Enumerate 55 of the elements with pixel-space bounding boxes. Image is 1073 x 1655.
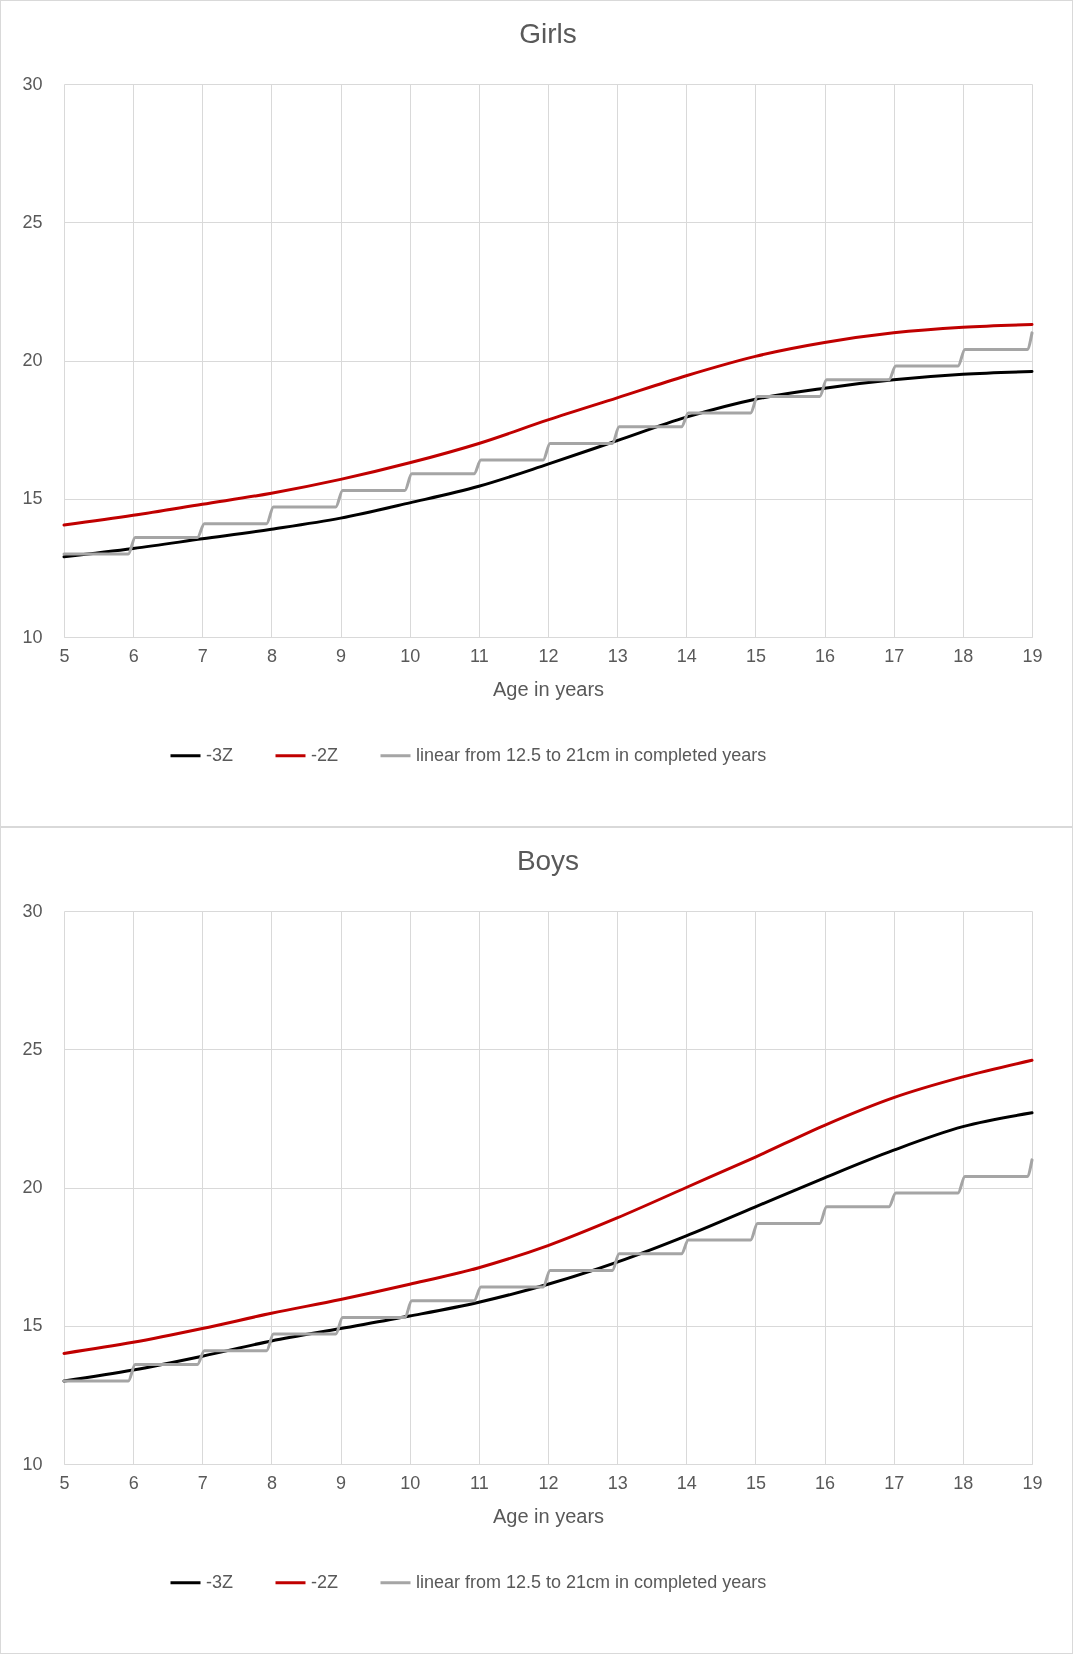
x-tick-label: 7	[197, 645, 208, 666]
x-axis-title: Age in years	[492, 677, 605, 700]
x-tick-label: 7	[197, 1472, 208, 1493]
line-series	[62, 1058, 1034, 1355]
legend-label: -3Z	[206, 1571, 233, 1592]
x-tick-label: 14	[676, 1472, 697, 1493]
x-tick-label: 17	[884, 645, 905, 666]
y-tick-label: 15	[22, 1315, 43, 1336]
line-series	[62, 331, 1034, 556]
x-tick-label: 10	[400, 1472, 421, 1493]
legend-label: linear from 12.5 to 21cm in completed years	[416, 1571, 767, 1592]
y-tick-label: 10	[22, 1453, 43, 1474]
x-tick-label: 18	[953, 1472, 974, 1493]
x-tick-label: 18	[953, 645, 974, 666]
x-tick-label: 11	[470, 1472, 489, 1493]
chart-title: Girls	[519, 18, 577, 49]
chart-title: Boys	[516, 845, 580, 876]
x-tick-label: 12	[538, 645, 559, 666]
x-tick-label: 10	[400, 645, 421, 666]
x-tick-label: 8	[266, 645, 277, 666]
x-tick-label: 6	[128, 1472, 139, 1493]
y-tick-label: 25	[22, 211, 43, 232]
x-tick-label: 16	[815, 645, 836, 666]
x-tick-label: 15	[745, 645, 766, 666]
legend-label: -2Z	[311, 1571, 338, 1592]
x-tick-label: 16	[815, 1472, 836, 1493]
y-tick-label: 20	[22, 1177, 43, 1197]
legend-label: -2Z	[311, 744, 338, 765]
legend-label: linear from 12.5 to 21cm in completed years	[416, 744, 767, 765]
x-tick-label: 12	[538, 1472, 559, 1493]
y-tick-label: 20	[22, 350, 43, 370]
line-series	[62, 370, 1034, 559]
x-tick-label: 9	[336, 1472, 347, 1493]
x-tick-label: 11	[470, 645, 489, 666]
x-tick-label: 9	[336, 645, 347, 666]
y-tick-label: 15	[22, 488, 43, 509]
x-tick-label: 8	[266, 1472, 277, 1493]
y-tick-label: 30	[22, 900, 43, 921]
x-axis-title: Age in years	[492, 1504, 605, 1527]
y-tick-label: 25	[22, 1038, 43, 1059]
x-tick-label: 15	[745, 1472, 766, 1493]
legend-label: -3Z	[206, 744, 233, 765]
x-tick-label: 5	[59, 1472, 70, 1493]
x-tick-label: 6	[128, 645, 139, 666]
x-tick-label: 19	[1022, 645, 1043, 666]
x-tick-label: 14	[676, 645, 697, 666]
line-series	[62, 323, 1034, 527]
y-tick-label: 10	[22, 626, 43, 647]
y-tick-label: 30	[22, 73, 43, 94]
x-tick-label: 13	[607, 1472, 628, 1493]
x-tick-label: 19	[1022, 1472, 1043, 1493]
x-tick-label: 5	[59, 645, 70, 666]
line-series	[62, 1158, 1034, 1383]
x-tick-label: 13	[607, 645, 628, 666]
x-tick-label: 17	[884, 1472, 905, 1493]
